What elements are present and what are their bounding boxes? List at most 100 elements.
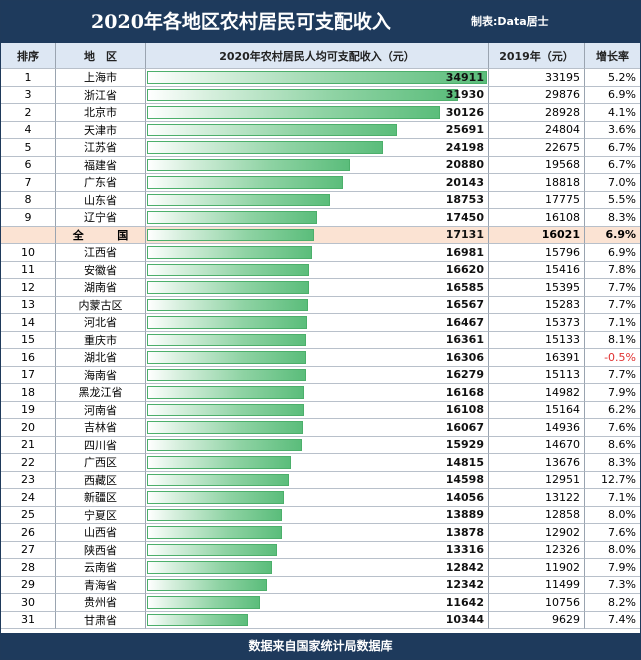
- income-2019-cell: 28928: [489, 104, 585, 122]
- income-2020-label: 14056: [445, 490, 484, 504]
- bar-cell: 12342: [146, 576, 489, 594]
- rank-cell: 17: [1, 366, 56, 384]
- table-row: 25 宁夏区 13889 12858 8.0%: [1, 506, 640, 524]
- region-cell: 云南省: [56, 559, 146, 577]
- table-row: 7 广东省 20143 18818 7.0%: [1, 174, 640, 192]
- bar-cell: 17131: [146, 226, 489, 244]
- table-row: 21 四川省 15929 14670 8.6%: [1, 436, 640, 454]
- income-2019-cell: 12951: [489, 471, 585, 489]
- header-income-2019: 2019年（元）: [489, 43, 585, 69]
- bar-cell: 14815: [146, 454, 489, 472]
- rank-cell: 13: [1, 296, 56, 314]
- rank-cell: 11: [1, 261, 56, 279]
- table-row: 28 云南省 12842 11902 7.9%: [1, 559, 640, 577]
- income-bar: [147, 211, 317, 224]
- region-cell: 河南省: [56, 401, 146, 419]
- header-income-2020: 2020年农村居民人均可支配收入（元）: [146, 43, 489, 69]
- income-2019-cell: 12902: [489, 524, 585, 542]
- income-2020-label: 30126: [445, 105, 484, 119]
- rank-cell: 22: [1, 454, 56, 472]
- table-row: 17 海南省 16279 15113 7.7%: [1, 366, 640, 384]
- income-bar: [147, 403, 304, 416]
- income-bar: [147, 141, 383, 154]
- table-row: 16 湖北省 16306 16391 -0.5%: [1, 349, 640, 367]
- region-cell: 西藏区: [56, 471, 146, 489]
- income-bar: [147, 543, 277, 556]
- growth-cell: 7.7%: [585, 297, 640, 314]
- income-bar: [147, 228, 314, 241]
- bar-cell: 24198: [146, 139, 489, 157]
- rank-cell: 9: [1, 209, 56, 227]
- rank-cell: 5: [1, 139, 56, 157]
- income-2019-cell: 13676: [489, 454, 585, 472]
- bar-cell: 31930: [146, 86, 489, 104]
- region-cell: 河北省: [56, 314, 146, 332]
- growth-cell: 8.0%: [585, 542, 640, 559]
- table-row: 1 上海市 34911 33195 5.2%: [1, 69, 640, 87]
- chart-credit: 制表:Data居士: [471, 15, 549, 28]
- bar-cell: 14598: [146, 471, 489, 489]
- income-bar: [147, 333, 307, 346]
- source-footer: 数据来自国家统计局数据库: [1, 633, 640, 659]
- rank-cell: 19: [1, 401, 56, 419]
- bar-cell: 12842: [146, 559, 489, 577]
- region-cell: 湖北省: [56, 349, 146, 367]
- growth-cell: 7.4%: [585, 612, 640, 629]
- growth-cell: -0.5%: [585, 349, 640, 367]
- rank-cell: 21: [1, 436, 56, 454]
- bar-cell: 16279: [146, 366, 489, 384]
- table-row: 23 西藏区 14598 12951 12.7%: [1, 471, 640, 489]
- growth-cell: 8.3%: [585, 209, 640, 227]
- table-row: 14 河北省 16467 15373 7.1%: [1, 314, 640, 332]
- income-2020-label: 16567: [445, 298, 484, 312]
- income-2020-label: 18753: [445, 193, 484, 207]
- income-2020-label: 20880: [445, 158, 484, 172]
- income-bar: [147, 123, 398, 136]
- region-cell: 江苏省: [56, 139, 146, 157]
- rank-cell: 15: [1, 331, 56, 349]
- income-2020-label: 24198: [445, 140, 484, 154]
- region-cell: 新疆区: [56, 489, 146, 507]
- table-row: 18 黑龙江省 16168 14982 7.9%: [1, 384, 640, 402]
- income-2020-label: 11642: [445, 595, 484, 609]
- income-bar: [147, 351, 306, 364]
- income-2019-cell: 9629: [489, 611, 585, 629]
- income-2020-label: 25691: [445, 123, 484, 137]
- region-cell: 青海省: [56, 576, 146, 594]
- bar-cell: 16361: [146, 331, 489, 349]
- region-cell: 宁夏区: [56, 506, 146, 524]
- income-2020-label: 16585: [445, 280, 484, 294]
- table-row: 19 河南省 16108 15164 6.2%: [1, 401, 640, 419]
- income-bar: [147, 88, 458, 101]
- income-2019-cell: 16021: [489, 226, 585, 244]
- bar-cell: 16567: [146, 296, 489, 314]
- growth-cell: 6.2%: [585, 402, 640, 419]
- header-rank: 排序: [1, 43, 56, 69]
- growth-cell: 3.6%: [585, 122, 640, 139]
- income-2020-label: 16467: [445, 315, 484, 329]
- income-2020-label: 16361: [445, 333, 484, 347]
- growth-cell: 6.9%: [585, 244, 640, 262]
- region-cell: 重庆市: [56, 331, 146, 349]
- region-cell: 全国: [56, 226, 146, 244]
- income-2020-label: 17131: [445, 228, 484, 242]
- income-2020-label: 20143: [445, 175, 484, 189]
- region-cell: 广东省: [56, 174, 146, 192]
- income-2019-cell: 29876: [489, 86, 585, 104]
- income-2019-cell: 15164: [489, 401, 585, 419]
- bar-cell: 30126: [146, 104, 489, 122]
- income-bar: [147, 561, 273, 574]
- region-cell: 广西区: [56, 454, 146, 472]
- region-char: 国: [117, 228, 129, 242]
- income-2019-cell: 15373: [489, 314, 585, 332]
- growth-cell: 8.3%: [585, 454, 640, 472]
- region-cell: 浙江省: [56, 86, 146, 104]
- bar-cell: 25691: [146, 121, 489, 139]
- income-bar: [147, 263, 309, 276]
- income-2020-label: 14598: [445, 473, 484, 487]
- rank-cell: 28: [1, 559, 56, 577]
- bar-cell: 13889: [146, 506, 489, 524]
- growth-cell: 7.1%: [585, 314, 640, 332]
- income-2020-label: 16108: [445, 403, 484, 417]
